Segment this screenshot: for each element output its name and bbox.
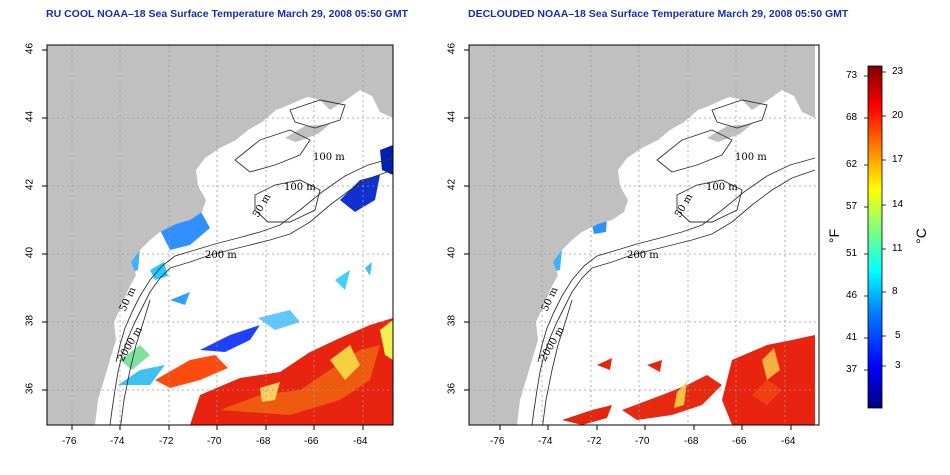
y-tick-label: 46 [446, 42, 458, 55]
contour-label: 100 m [706, 182, 738, 193]
x-tick-label: -70 [207, 436, 222, 447]
colorbar-tick-marks [864, 71, 886, 371]
right-gridlines [469, 45, 819, 425]
contour-label: 100 m [313, 152, 345, 163]
colorbar [864, 65, 886, 409]
x-tick-label: -76 [490, 436, 505, 447]
right-tick-marks [464, 49, 792, 430]
colorbar-f-tick: 57 [846, 201, 858, 212]
right-sst-field [552, 218, 815, 425]
y-tick-label: 38 [446, 314, 458, 327]
right-map-title: DECLOUDED NOAA–18 Sea Surface Temperatur… [468, 8, 849, 20]
y-tick-label: 44 [446, 110, 458, 123]
x-tick-label: -70 [635, 436, 650, 447]
contour-label: 100 m [284, 182, 316, 193]
x-tick-label: -74 [110, 436, 125, 447]
colorbar-c-tick: 5 [895, 330, 901, 341]
left-gridlines [47, 45, 393, 425]
x-tick-label: -64 [353, 436, 368, 447]
x-tick-label: -66 [304, 436, 319, 447]
y-tick-label: 36 [24, 382, 36, 395]
x-tick-label: -76 [62, 436, 77, 447]
y-tick-label: 40 [24, 246, 36, 259]
left-tick-marks [42, 49, 364, 430]
colorbar-f-tick: 37 [846, 364, 858, 375]
left-map-frame [46, 44, 394, 426]
colorbar-c-tick: 14 [892, 199, 904, 210]
y-tick-label: 36 [446, 382, 458, 395]
colorbar-f-tick: 51 [846, 248, 858, 259]
colorbar-c-tick: 8 [892, 286, 898, 297]
x-tick-label: -64 [781, 436, 796, 447]
left-sst-field [118, 145, 393, 425]
y-tick-label: 44 [24, 110, 36, 123]
colorbar-f-tick: 68 [846, 112, 858, 123]
contour-label: 200 m [627, 250, 659, 261]
contour-label: 100 m [735, 152, 767, 163]
colorbar-c-tick: 3 [895, 360, 901, 371]
colorbar-f-tick: 41 [846, 332, 858, 343]
x-tick-label: -66 [732, 436, 747, 447]
colorbar-f-tick: 62 [846, 159, 858, 170]
y-tick-label: 38 [24, 314, 36, 327]
right-map-panel: 100 m 100 m 50 m 200 m 50 m 2000 m [464, 44, 820, 430]
left-map-panel: 100 m 100 m 50 m 200 m 50 m 2000 m [42, 44, 394, 430]
x-tick-label: -74 [538, 436, 553, 447]
colorbar-c-tick: 17 [892, 154, 904, 165]
x-tick-label: -68 [256, 436, 271, 447]
colorbar-f-tick: 46 [846, 290, 858, 301]
left-map-title: RU COOL NOAA–18 Sea Surface Temperature … [46, 8, 409, 20]
colorbar-celsius-label: °C [912, 228, 929, 244]
y-tick-label: 42 [24, 178, 36, 191]
right-contours [531, 99, 816, 425]
y-tick-label: 42 [446, 178, 458, 191]
contour-label: 200 m [205, 250, 237, 261]
y-tick-label: 46 [24, 42, 36, 55]
colorbar-fahrenheit-label: °F [826, 228, 843, 244]
colorbar-gradient [867, 65, 883, 409]
x-tick-label: -72 [159, 436, 174, 447]
colorbar-c-tick: 23 [892, 66, 904, 77]
x-tick-label: -68 [684, 436, 699, 447]
colorbar-f-tick: 73 [846, 70, 858, 81]
y-tick-label: 40 [446, 246, 458, 259]
right-map-frame [468, 44, 820, 426]
colorbar-c-tick: 11 [892, 243, 903, 254]
colorbar-c-tick: 20 [892, 110, 904, 121]
left-contours [109, 99, 393, 425]
x-tick-label: -72 [587, 436, 602, 447]
